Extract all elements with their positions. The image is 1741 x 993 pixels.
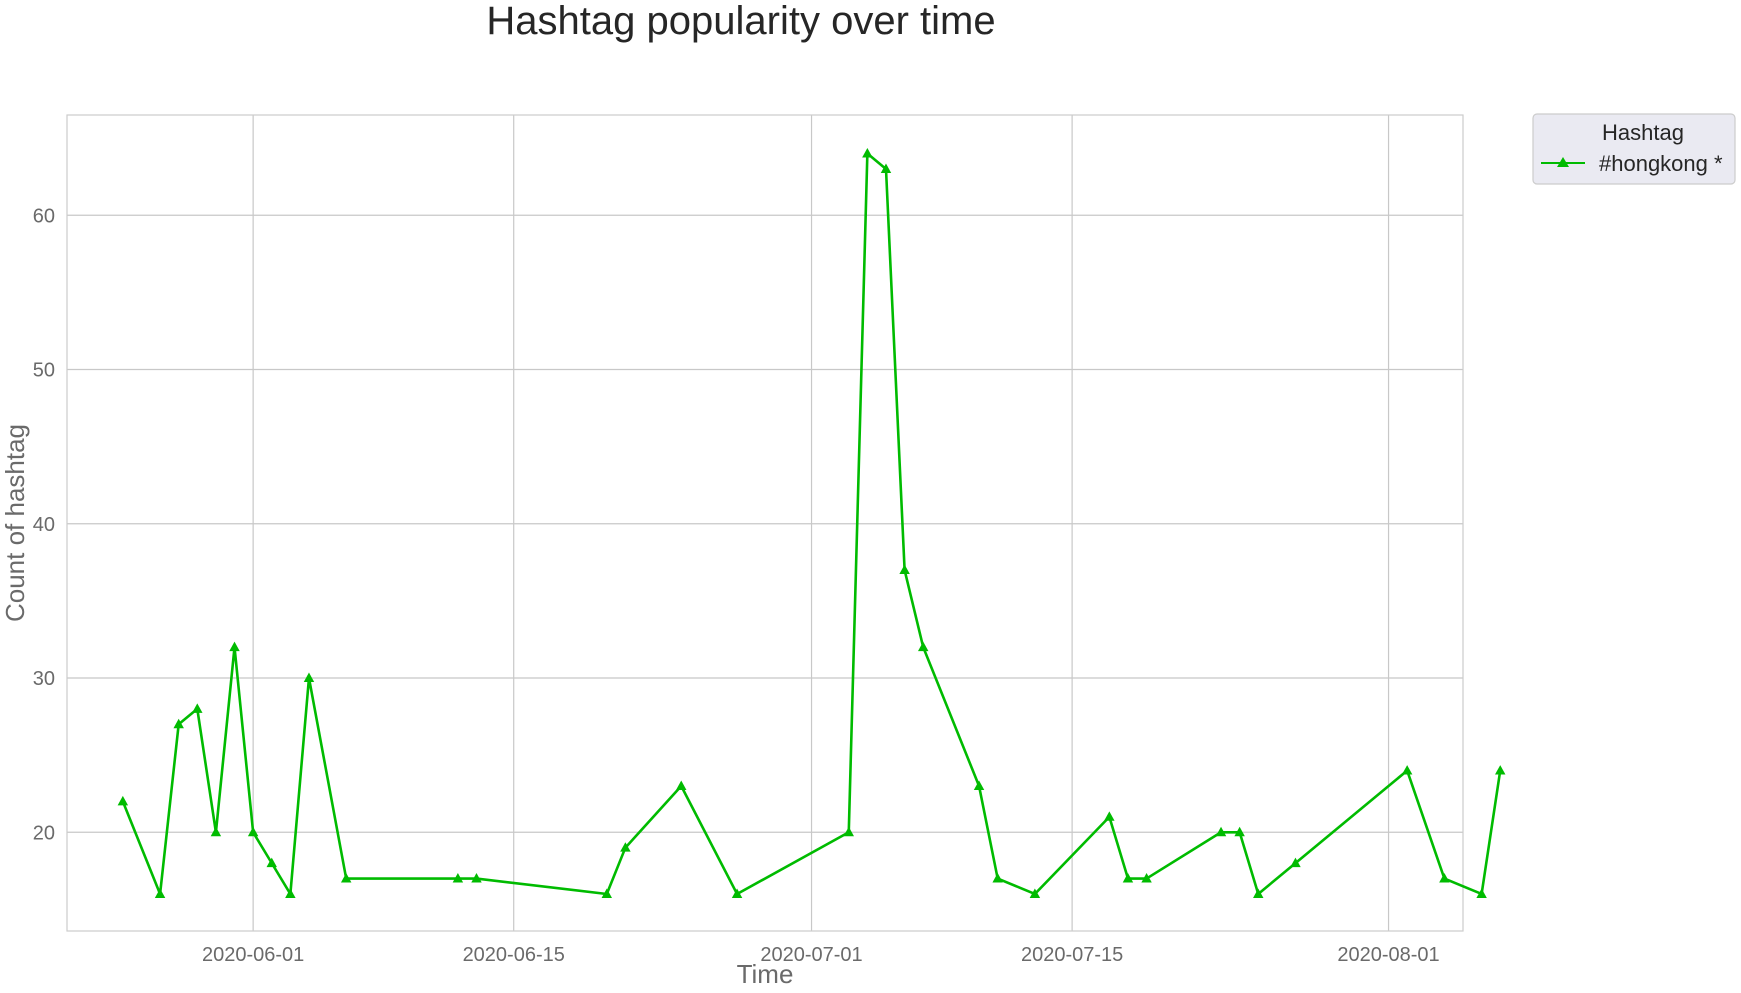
series-point-marker (1141, 873, 1152, 883)
series-point-marker (731, 888, 743, 898)
y-tick-label: 20 (33, 822, 55, 844)
x-axis-label: Time (737, 959, 794, 989)
series-point-marker (676, 780, 687, 790)
series-point-marker (1104, 811, 1115, 821)
series-point-marker (1290, 857, 1301, 868)
series-point-marker (303, 672, 315, 682)
series-point-marker (452, 873, 464, 883)
series-line (121, 152, 1502, 896)
series-point-marker (210, 826, 222, 837)
series-point-marker (973, 780, 985, 790)
x-tick-label: 2020-08-01 (1337, 944, 1439, 966)
legend-series-triangle-marker (1557, 157, 1569, 167)
series-point-marker (340, 873, 352, 883)
x-tick-label: 2020-07-15 (1021, 944, 1123, 966)
series-point-marker (1495, 765, 1506, 775)
series-point-marker (1439, 873, 1450, 883)
series-point-marker (192, 703, 203, 713)
y-tick-label: 60 (33, 205, 55, 227)
series-point-marker (1234, 826, 1245, 837)
legend-series-label: #hongkong * (1599, 151, 1723, 176)
y-tick-layer: 20 30 40 50 60 (33, 205, 55, 844)
x-tick-label: 2020-06-01 (202, 944, 304, 966)
series-point-marker (229, 641, 240, 652)
x-tick-label: 2020-07-01 (760, 944, 862, 966)
series-point-marker (1476, 888, 1487, 898)
series-point-marker (880, 163, 892, 173)
series-point-marker (992, 873, 1003, 883)
series-point-marker (620, 842, 631, 852)
series-point-marker (601, 888, 613, 898)
chart-title: Hashtag popularity over time (486, 0, 995, 43)
series-point-marker (917, 641, 929, 652)
legend: Hashtag #hongkong * (1532, 113, 1736, 185)
legend-box (1532, 113, 1736, 185)
y-axis-label: Count of hashtag (0, 424, 30, 622)
x-tick-layer: 2020-06-01 2020-06-15 2020-07-01 2020-07-15… (202, 944, 1440, 966)
series-point-marker (862, 148, 873, 158)
legend-title: Hashtag (1602, 120, 1684, 145)
series-point-marker (1122, 873, 1134, 883)
series-point-marker (1253, 888, 1264, 898)
plot-frame (66, 114, 1464, 932)
series-point-marker (117, 795, 129, 806)
series-point-marker (173, 718, 184, 729)
y-tick-label: 40 (33, 514, 55, 536)
y-tick-label: 30 (33, 668, 55, 690)
series-layer (117, 148, 1506, 898)
series-point-marker (899, 564, 910, 575)
series-point-marker (247, 826, 259, 837)
series-point-marker (471, 873, 482, 883)
series-point-marker (154, 888, 166, 898)
series-point-marker (1029, 888, 1041, 898)
series-point-marker (285, 888, 296, 898)
series-point-marker (266, 857, 277, 868)
series-point-marker (1401, 765, 1413, 775)
series-point-marker (843, 826, 854, 837)
series-point-marker (1215, 826, 1227, 837)
grid-layer (67, 115, 1463, 931)
x-tick-label: 2020-06-15 (463, 944, 565, 966)
y-tick-label: 50 (33, 360, 55, 382)
